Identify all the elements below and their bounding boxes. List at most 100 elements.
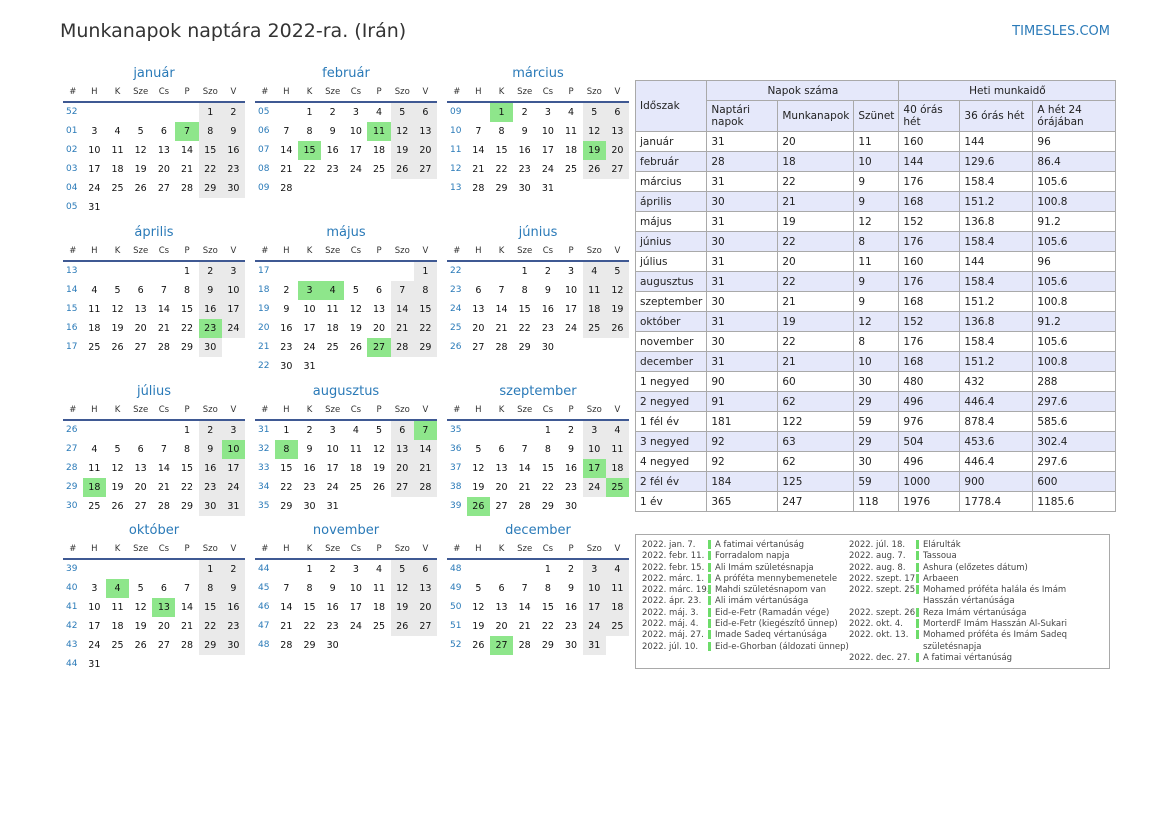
holiday-marker xyxy=(916,551,919,561)
day-cell: 3 xyxy=(297,281,322,300)
weekday-header: # H K Sze Cs P Szo V xyxy=(447,84,629,103)
week-number: 48 xyxy=(258,640,270,650)
day-cell: 17 xyxy=(564,304,578,315)
day-cell xyxy=(83,421,106,440)
day-cell: 21 xyxy=(472,164,485,175)
weekday-label: P xyxy=(184,246,190,256)
day-cell: 4 xyxy=(105,579,130,598)
holiday-date: 2022. máj. 27. xyxy=(642,630,704,641)
value-cell: 158.4 xyxy=(959,331,1034,352)
site-link[interactable]: TIMESLES.COM xyxy=(1012,24,1110,39)
weekday-label: H xyxy=(283,246,290,256)
value-cell: 31 xyxy=(706,251,779,272)
value-cell: 12 xyxy=(853,311,900,332)
table-row: 4 negyed 92 62 30 496 446.4 297.6 xyxy=(634,451,1117,472)
day-cell: 19 xyxy=(472,621,485,632)
day-cell: 8 xyxy=(498,126,505,137)
day-cell xyxy=(152,103,175,122)
day-cell: 13 xyxy=(605,122,629,141)
day-cell: 24 xyxy=(349,164,362,175)
day-cell: 31 xyxy=(88,659,101,670)
day-cell xyxy=(391,636,414,655)
week-number: 40 xyxy=(66,583,78,593)
day-cell: 19 xyxy=(111,482,124,493)
weekday-label: Sze xyxy=(325,246,341,256)
day-cell: 28 xyxy=(495,342,508,353)
weekday-label: P xyxy=(568,87,574,97)
day-cell: 15 xyxy=(198,598,222,617)
weekday-label: V xyxy=(614,87,621,97)
days-group-header: Napok száma xyxy=(706,80,900,101)
weekday-label: K xyxy=(114,405,121,415)
week-number: 21 xyxy=(258,342,270,352)
day-cell xyxy=(152,655,175,674)
day-cell: 29 xyxy=(180,501,194,512)
weekday-label: # xyxy=(453,246,461,256)
week-number: 33 xyxy=(258,463,270,473)
day-cell: 12 xyxy=(134,602,147,613)
week-number: 18 xyxy=(258,285,270,295)
weekday-label: K xyxy=(498,87,505,97)
value-cell: 8 xyxy=(853,231,900,252)
holiday-item: 2022. jan. 7. A fatimai vértanúság xyxy=(642,540,849,551)
table-subheader-row: Naptári napok Munkanapok Szünet 40 órás hét… xyxy=(636,100,1117,132)
holiday-item: 2022. aug. 7. Tassoua xyxy=(849,551,1067,562)
week-row: 16 18 19 20 21 22 23 24 xyxy=(63,319,245,338)
day-cell: 29 xyxy=(518,342,531,353)
week-row: 46 14 15 16 17 18 19 20 xyxy=(255,598,437,617)
holiday-item: 2022. szept. 26. Reza Imám vértanúsága xyxy=(849,607,1067,619)
month-name: október xyxy=(128,523,180,538)
weekday-label: Szo xyxy=(202,544,218,554)
weekday-label: # xyxy=(69,246,77,256)
week-number: 06 xyxy=(258,126,270,136)
day-cell xyxy=(106,560,129,579)
day-cell: 3 xyxy=(352,564,359,575)
day-cell: 7 xyxy=(521,444,528,455)
day-cell xyxy=(106,198,129,217)
holiday-date: 2022. ápr. 23. xyxy=(642,596,702,607)
period-cell: június xyxy=(634,231,708,252)
weekday-label: Cs xyxy=(158,246,170,256)
week-number: 03 xyxy=(66,164,78,174)
day-cell: 25 xyxy=(372,164,386,175)
value-cell: 160 xyxy=(898,131,961,152)
week-number: 12 xyxy=(450,164,462,174)
day-cell: 6 xyxy=(137,285,144,296)
day-cell: 18 xyxy=(605,598,629,617)
week-row: 13 28 29 30 31 xyxy=(447,179,629,198)
column-header: 36 órás hét xyxy=(959,100,1034,132)
week-number: 42 xyxy=(66,621,78,631)
value-cell: 176 xyxy=(898,331,961,352)
day-cell: 24 xyxy=(88,183,101,194)
period-cell: szeptember xyxy=(634,291,708,312)
period-cell: május xyxy=(634,211,708,232)
day-cell: 11 xyxy=(605,579,629,598)
day-cell: 22 xyxy=(413,319,437,338)
weekday-label: Sze xyxy=(517,544,533,554)
week-number: 28 xyxy=(66,463,78,473)
day-cell xyxy=(583,179,606,198)
week-row: 52 1 2 xyxy=(63,103,245,122)
day-cell: 26 xyxy=(134,183,147,194)
day-cell: 28 xyxy=(157,501,170,512)
day-cell xyxy=(222,655,245,674)
weekday-label: Cs xyxy=(542,405,554,415)
value-cell: 21 xyxy=(777,191,855,212)
day-cell: 29 xyxy=(541,640,554,651)
day-cell xyxy=(559,179,582,198)
day-cell: 12 xyxy=(111,463,124,474)
day-cell: 12 xyxy=(134,145,147,156)
week-number: 29 xyxy=(66,482,78,492)
day-cell: 20 xyxy=(157,621,170,632)
day-cell: 12 xyxy=(372,444,386,455)
day-cell xyxy=(583,497,606,516)
day-cell: 6 xyxy=(413,103,437,122)
week-number: 09 xyxy=(450,107,462,117)
day-cell: 3 xyxy=(221,421,245,440)
day-cell: 27 xyxy=(413,160,437,179)
value-cell: 1778.4 xyxy=(959,491,1034,512)
value-cell: 100.8 xyxy=(1032,191,1117,212)
month-name: szeptember xyxy=(499,384,577,399)
day-cell: 15 xyxy=(280,463,293,474)
day-cell: 20 xyxy=(605,141,629,160)
